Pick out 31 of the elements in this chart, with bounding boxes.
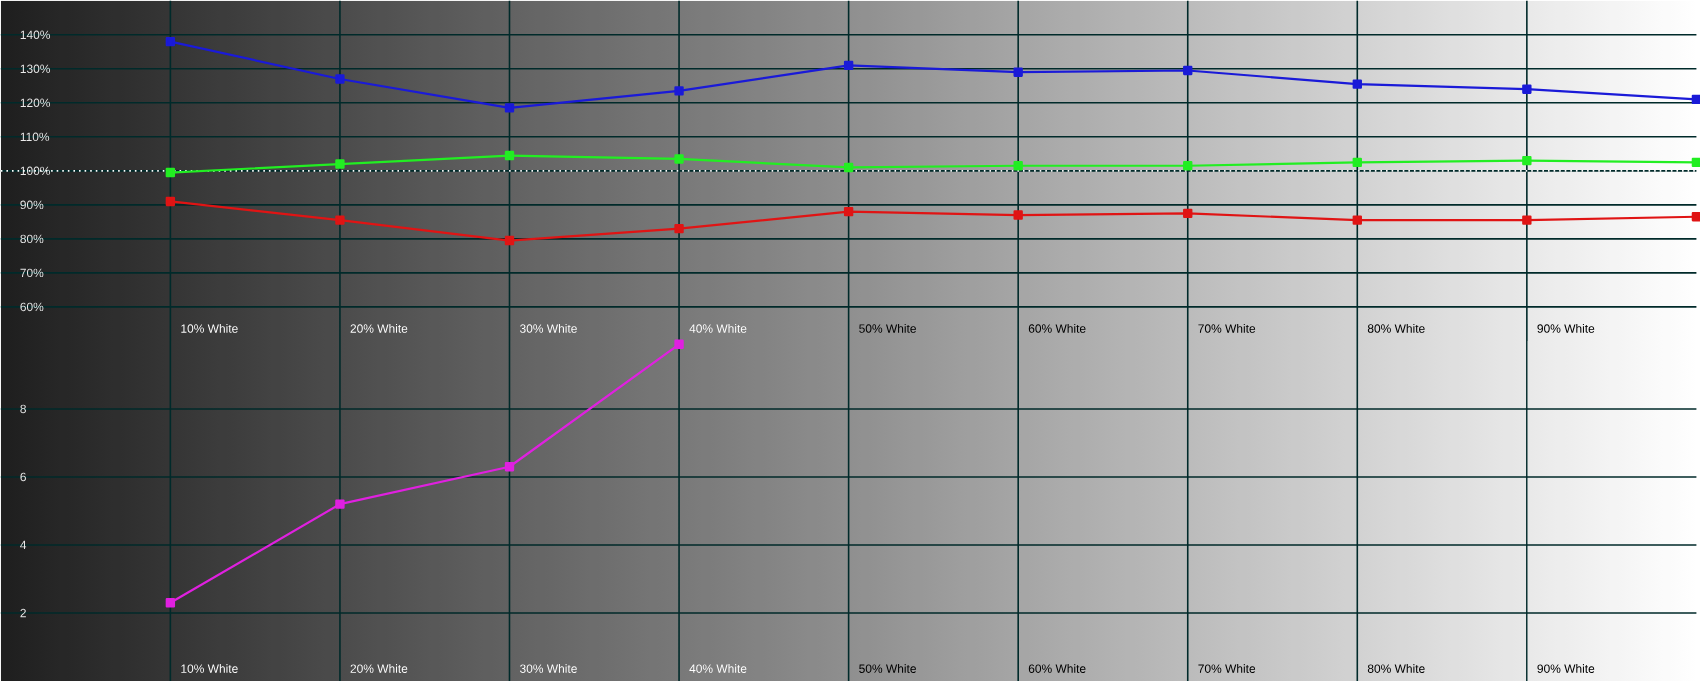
point — [335, 159, 345, 169]
point — [335, 74, 345, 84]
point — [504, 462, 515, 472]
point — [504, 103, 515, 113]
point — [1352, 79, 1362, 89]
point — [335, 215, 345, 225]
point — [1522, 156, 1532, 166]
point — [165, 167, 176, 178]
point — [1183, 65, 1193, 76]
point — [1183, 161, 1193, 171]
point — [674, 224, 684, 234]
point — [165, 196, 176, 207]
point — [504, 150, 515, 161]
point — [335, 499, 345, 509]
point — [1352, 215, 1362, 225]
point — [1013, 161, 1023, 171]
point — [1013, 210, 1023, 220]
point — [843, 207, 854, 217]
point — [504, 235, 515, 246]
point — [674, 339, 684, 350]
point — [1522, 84, 1532, 94]
point — [1183, 208, 1193, 219]
point — [1522, 215, 1532, 225]
point — [843, 60, 854, 71]
point — [674, 154, 684, 164]
point — [165, 598, 176, 608]
point — [1013, 67, 1023, 77]
point — [843, 162, 854, 173]
point — [165, 37, 176, 47]
point — [1352, 157, 1362, 168]
point — [674, 86, 684, 96]
